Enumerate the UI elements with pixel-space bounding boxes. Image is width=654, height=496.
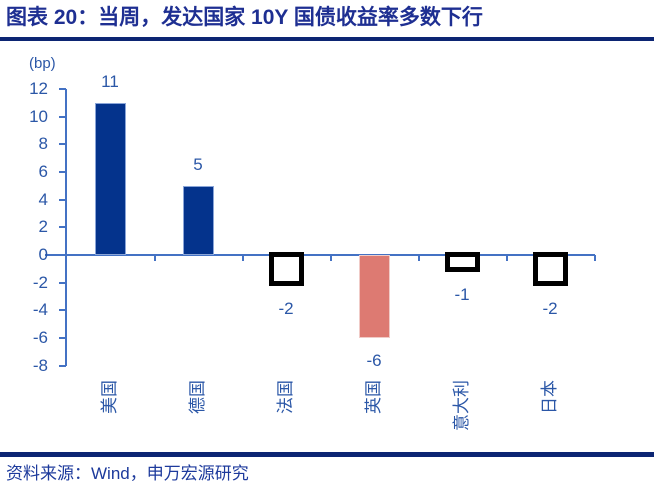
- y-axis-tick: [45, 254, 66, 256]
- y-axis-line: [65, 89, 67, 366]
- y-axis-tick: [59, 170, 66, 173]
- x-category-label: 英国: [364, 380, 383, 414]
- y-tick-label: 6: [38, 161, 48, 181]
- y-axis-tick: [59, 143, 66, 146]
- x-category-label: 日本: [540, 380, 559, 414]
- bar-chart: (bp) 12 10 8 6 4 2 0 -2 -4 -6 -8 11 美国 5 德国 -2 法国 -6 英国 -1 意…: [29, 55, 596, 431]
- value-label: -6: [366, 351, 382, 371]
- y-tick-label: 4: [38, 189, 48, 209]
- y-tick-label: -8: [32, 355, 48, 375]
- x-axis-tick: [154, 255, 156, 261]
- value-label: -1: [454, 284, 470, 304]
- x-axis-tick: [330, 255, 332, 261]
- y-axis-unit-label: (bp): [29, 55, 56, 72]
- x-category-label: 美国: [100, 380, 119, 414]
- y-tick-label: 12: [29, 78, 48, 98]
- value-label: 11: [101, 71, 119, 91]
- x-category-label: 德国: [188, 380, 207, 414]
- x-axis-tick: [242, 255, 244, 261]
- x-axis-tick: [594, 255, 596, 261]
- y-axis-tick: [59, 337, 66, 340]
- y-tick-label: 8: [38, 134, 48, 154]
- source-text: 资料来源：Wind，申万宏源研究: [6, 464, 249, 483]
- y-axis-tick: [59, 309, 66, 312]
- value-label: 5: [193, 154, 203, 174]
- x-category-label: 意大利: [452, 380, 471, 431]
- y-axis-tick: [59, 87, 66, 90]
- x-category-label: 法国: [276, 380, 295, 414]
- source-rule: [0, 452, 654, 457]
- bar-solid-navy: [94, 102, 126, 255]
- value-label: -2: [278, 298, 294, 318]
- bar-hollow-black: [444, 252, 480, 272]
- y-axis-tick: [59, 115, 66, 118]
- y-axis-tick: [59, 364, 66, 367]
- bar-solid-salmon: [358, 255, 390, 339]
- y-axis-tick: [59, 226, 66, 229]
- y-axis-tick: [59, 198, 66, 201]
- value-label: -2: [542, 298, 558, 318]
- bar-solid-navy: [182, 185, 214, 255]
- y-axis-tick: [59, 281, 66, 284]
- bar-hollow-black: [532, 252, 568, 286]
- y-tick-label: -4: [32, 300, 48, 320]
- y-tick-label: 0: [38, 245, 48, 264]
- y-tick-label: 2: [38, 217, 48, 237]
- y-tick-label: -6: [32, 328, 48, 348]
- y-tick-label: 10: [29, 106, 48, 126]
- title-rule: [0, 37, 654, 41]
- figure-title: 图表 20：当周，发达国家 10Y 国债收益率多数下行: [6, 6, 483, 29]
- x-axis-tick: [506, 255, 508, 261]
- y-tick-label: -2: [32, 272, 48, 292]
- bar-hollow-black: [268, 252, 304, 286]
- x-axis-tick: [418, 255, 420, 261]
